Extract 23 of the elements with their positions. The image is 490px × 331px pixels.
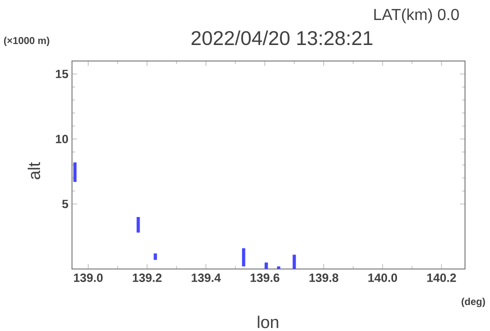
bar — [277, 266, 280, 269]
x-axis-title: lon — [258, 316, 278, 328]
text: (×1000 m) — [4, 36, 50, 46]
bar — [242, 248, 246, 266]
chart-title: 2022/04/20 13:28:21 — [192, 30, 372, 45]
bar — [136, 216, 140, 232]
x-tick-label: 139.4 — [192, 273, 221, 282]
bar — [264, 262, 268, 269]
x-tick-label: 139.8 — [309, 273, 338, 282]
x-tick-label: 139.0 — [74, 273, 103, 282]
bar — [154, 253, 157, 260]
y-tick-label: 15 — [56, 70, 68, 78]
x-tick-label: 139.2 — [132, 273, 162, 282]
bar — [292, 254, 296, 269]
x-tick-label: 140.2 — [427, 273, 456, 282]
y-axis-title: alt — [28, 162, 40, 179]
x-tick-label: 139.6 — [250, 273, 280, 282]
y-tick-label: 10 — [56, 134, 68, 143]
chart-subtitle: LAT(km) 0.0 — [374, 8, 459, 24]
x-tick-label: 140.0 — [368, 273, 398, 282]
text: (deg) — [462, 298, 485, 307]
y-tick-label: 5 — [62, 200, 68, 208]
bar — [73, 162, 77, 182]
